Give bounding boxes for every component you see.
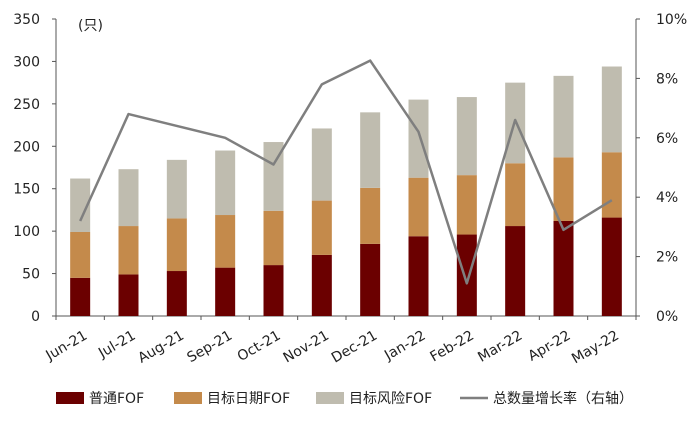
bar-segment-3	[263, 142, 284, 211]
x-tick-label: Nov-21	[281, 328, 332, 367]
legend-label-2: 目标日期FOF	[207, 391, 290, 407]
bar-segment-3	[70, 178, 91, 232]
bar-segment-2	[408, 177, 429, 237]
bar-segment-1	[311, 254, 332, 316]
right-tick-label: 10%	[656, 12, 687, 28]
bar-segment-2	[360, 187, 381, 244]
legend-swatch-1	[56, 392, 84, 404]
bar-segment-2	[601, 152, 622, 218]
x-tick-label: Sep-21	[185, 328, 236, 366]
bar-segment-2	[456, 175, 477, 235]
bar-segment-1	[215, 267, 236, 316]
legend-swatch-3	[316, 392, 344, 404]
bar-segment-2	[263, 210, 284, 266]
bar-segment-1	[70, 277, 91, 316]
bar-segment-1	[166, 271, 187, 316]
x-tick-label: Feb-22	[428, 328, 477, 366]
left-tick-label: 150	[13, 182, 40, 198]
bar-segment-1	[118, 274, 139, 316]
bar-segment-2	[505, 163, 526, 227]
x-tick-label: Dec-21	[329, 328, 380, 367]
bar-segment-1	[263, 265, 284, 316]
bar-segment-1	[601, 217, 622, 316]
bars	[70, 66, 622, 316]
bar-segment-1	[408, 236, 429, 316]
growth-line-layer	[79, 59, 613, 285]
right-tick-label: 0%	[656, 309, 678, 325]
bar-segment-3	[408, 99, 429, 178]
legend-swatch-2	[174, 392, 202, 404]
left-tick-label: 300	[13, 54, 40, 70]
left-tick-label: 250	[13, 97, 40, 113]
legend-label-1: 普通FOF	[89, 391, 144, 407]
bar-segment-3	[360, 112, 381, 188]
right-tick-label: 2%	[656, 250, 678, 266]
left-tick-label: 0	[31, 309, 40, 325]
bar-segment-1	[505, 226, 526, 316]
x-tick-label: Mar-22	[475, 328, 525, 366]
bar-segment-2	[70, 231, 91, 278]
growth-rate-line	[79, 59, 613, 285]
bar-segment-3	[215, 150, 236, 216]
left-tick-label: 350	[13, 12, 40, 28]
bar-segment-2	[166, 218, 187, 272]
axes	[52, 18, 640, 320]
x-tick-label: Jul-21	[95, 328, 138, 362]
bar-segment-1	[456, 234, 477, 316]
bar-segment-1	[360, 243, 381, 316]
right-tick-label: 4%	[656, 190, 678, 206]
bar-segment-3	[166, 159, 187, 219]
right-tick-label: 6%	[656, 131, 678, 147]
right-tick-label: 8%	[656, 71, 678, 87]
bar-segment-3	[456, 97, 477, 176]
x-tick-label: May-22	[569, 328, 622, 368]
left-tick-label: 200	[13, 139, 40, 155]
left-tick-label: 100	[13, 224, 40, 240]
x-tick-label: Aug-21	[135, 328, 186, 367]
x-tick-label: Apr-22	[525, 328, 573, 365]
bar-segment-2	[311, 200, 332, 255]
bar-segment-2	[553, 157, 574, 221]
x-tick-label: Jun-21	[43, 328, 91, 365]
bar-segment-3	[118, 169, 139, 227]
legend-label-3: 目标风险FOF	[349, 391, 432, 407]
left-axis-unit-label: (只)	[78, 18, 103, 34]
bar-segment-3	[553, 75, 574, 158]
left-tick-label: 50	[22, 267, 40, 283]
tick-labels: 0 50 100 150 200 250 300 350 0% 2% 4% 6% 8% 10% (只) Jun…	[13, 12, 687, 367]
bar-segment-3	[601, 66, 622, 153]
bar-segment-3	[311, 128, 332, 201]
legend: 普通FOF 目标日期FOF 目标风险FOF 总数量增长率（右轴）	[56, 390, 633, 407]
x-tick-label: Jan-22	[381, 328, 428, 365]
bar-segment-2	[215, 215, 236, 268]
legend-label-line: 总数量增长率（右轴）	[493, 390, 633, 407]
x-tick-label: Oct-21	[235, 328, 284, 365]
bar-segment-1	[553, 220, 574, 316]
bar-segment-2	[118, 226, 139, 275]
